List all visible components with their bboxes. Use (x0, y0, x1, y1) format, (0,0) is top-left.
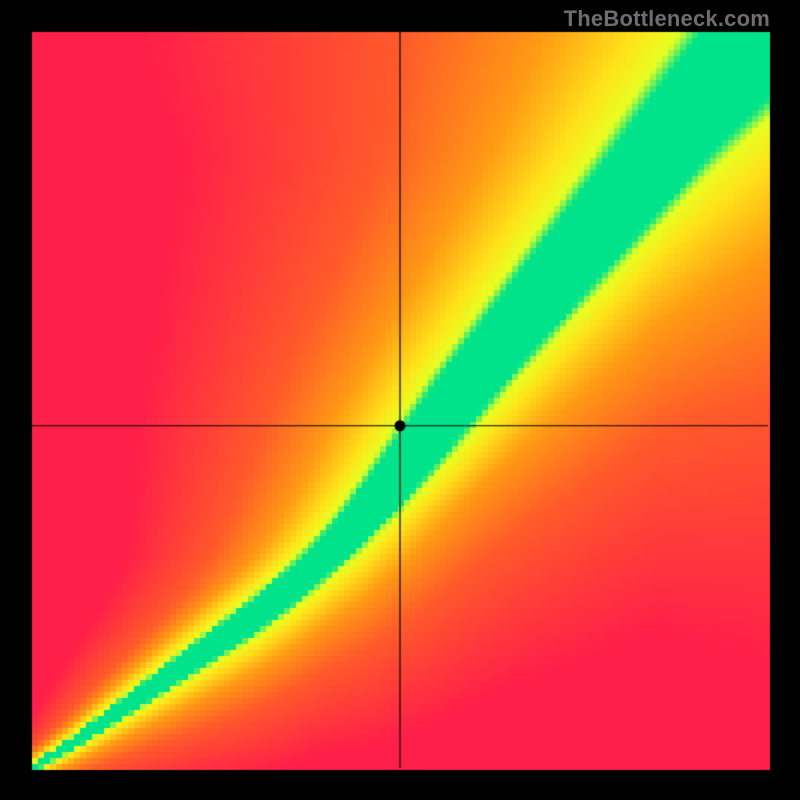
watermark-text: TheBottleneck.com (564, 6, 770, 32)
chart-container: TheBottleneck.com (0, 0, 800, 800)
bottleneck-heatmap (0, 0, 800, 800)
